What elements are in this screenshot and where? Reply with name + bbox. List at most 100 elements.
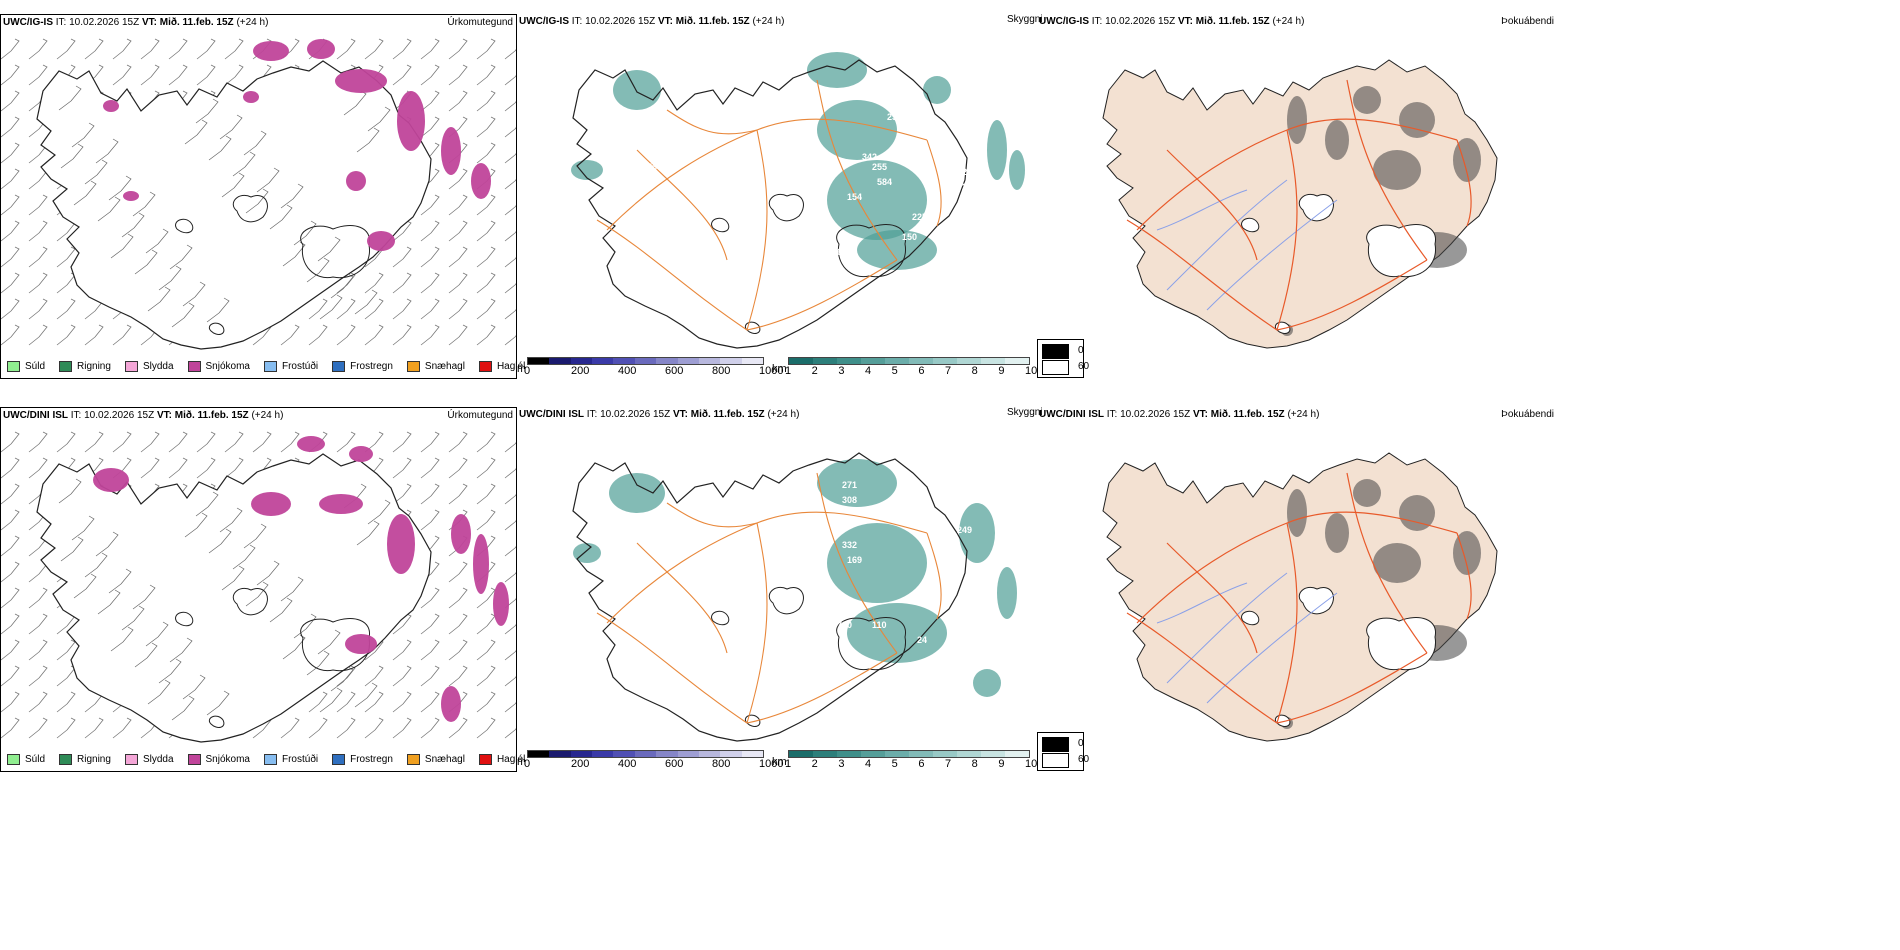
wind-barb	[280, 324, 300, 346]
legend-swatch	[332, 361, 346, 372]
fog-indicator-area	[1325, 513, 1349, 553]
colorbar-tick: 2	[811, 758, 818, 770]
map-layer	[1102, 59, 1498, 349]
river	[1156, 582, 1248, 624]
wind-barb	[60, 143, 84, 169]
lead-time: (+24 h)	[1287, 409, 1320, 420]
wind-barb	[420, 38, 440, 60]
wind-barb	[140, 38, 160, 60]
wind-barb	[168, 431, 188, 453]
wind-barb	[476, 691, 496, 713]
snowfall-area	[335, 69, 387, 93]
precip-type-label: Úrkomutegund	[447, 410, 513, 421]
wind-barb	[1, 535, 20, 557]
legend-swatch	[187, 361, 201, 372]
colorbar-step	[741, 751, 763, 757]
visibility-value-label: 255	[887, 112, 902, 122]
glacier-outline	[1366, 617, 1436, 671]
glacier-outline	[1366, 224, 1436, 278]
wind-barb	[1, 90, 20, 112]
wind-barb	[84, 159, 108, 185]
precip-legend-item: Rigning	[59, 754, 111, 765]
wind-barb	[1, 142, 20, 164]
colorbar-step	[789, 751, 813, 757]
wind-barb	[71, 515, 95, 541]
legend-label: Frostúði	[281, 754, 319, 765]
glacier-outline	[175, 218, 194, 234]
legend-swatch	[124, 754, 138, 765]
wind-barb	[224, 64, 244, 86]
wind-barb	[504, 335, 516, 346]
colorbar-tick: 8	[971, 365, 978, 377]
wind-barb	[364, 691, 384, 713]
wind-barb	[56, 324, 76, 346]
snowfall-area	[387, 514, 415, 574]
colorbar-step	[933, 751, 957, 757]
wind-barb	[364, 38, 384, 60]
wind-barb	[364, 665, 384, 687]
wind-barb	[420, 717, 440, 739]
visibility-value-label: 110	[872, 620, 887, 630]
wind-barb	[476, 38, 496, 60]
wind-barb	[121, 212, 145, 238]
wind-barb	[108, 568, 132, 594]
visibility-colorbar: km 1 2 3 4 5 6 7 8 9 10	[772, 357, 1037, 377]
precip-legend-item: Haglél	[478, 754, 525, 765]
wind-barb	[420, 665, 440, 687]
wind-barb	[504, 153, 516, 164]
wind-barb	[420, 509, 440, 531]
precip-type-panel-row1: UWC/IG-IS IT: 10.02.2026 15Z VT: Mið. 11…	[0, 14, 525, 379]
colorbar-step	[570, 751, 593, 757]
it-label: IT:	[70, 410, 82, 421]
glacier-outline	[745, 321, 761, 334]
glacier-outline	[1298, 587, 1334, 615]
colorbar-step	[909, 751, 933, 757]
colorbar-tick: 200	[571, 365, 590, 377]
wind-barb	[280, 183, 304, 209]
visibility-value-label: 24	[917, 635, 927, 645]
wind-barb	[84, 324, 104, 346]
wind-barb	[219, 114, 243, 140]
wind-barb	[196, 64, 216, 86]
it-value: 10.02.2026 15Z	[84, 410, 155, 421]
road	[1346, 79, 1428, 261]
vt-value: Mið. 11.feb. 15Z	[174, 410, 249, 421]
wind-barb	[28, 64, 48, 86]
wind-barb	[367, 106, 391, 132]
panel-title-row1-fog: UWC/IG-IS IT: 10.02.2026 15Z VT: Mið. 11…	[1039, 16, 1304, 27]
colorbar-tick: 1	[785, 365, 792, 377]
visibility-value-label: 271	[842, 480, 857, 490]
colorbar-tick: 4	[865, 758, 872, 770]
wind-barb	[208, 528, 232, 554]
legend-swatch	[406, 754, 420, 765]
wind-barb	[28, 691, 48, 713]
wind-barb	[252, 431, 272, 453]
low-visibility-area	[613, 70, 661, 110]
road	[816, 472, 898, 654]
wind-barb	[330, 273, 354, 299]
wind-barb	[392, 298, 412, 320]
snowfall-area	[243, 91, 259, 103]
low-visibility-area	[857, 230, 937, 270]
wind-barb	[392, 691, 412, 713]
colorbar-tick: 1000	[759, 758, 784, 770]
fog-indicator-area	[1353, 479, 1381, 507]
wind-barb	[420, 431, 440, 453]
wind-barb	[476, 324, 496, 346]
colorbar-step	[981, 358, 1005, 364]
wind-barb	[171, 302, 195, 328]
wind-barb	[243, 523, 267, 549]
colorbar-step	[698, 358, 721, 364]
precip-type-legend: Súld Rigning Slydda Snjókoma Frostúði Frostre…	[7, 754, 539, 765]
wind-barb	[293, 220, 317, 246]
fog-indicator-area	[1373, 543, 1421, 583]
wind-barb	[448, 665, 468, 687]
fog-legend-max: 0	[1078, 345, 1084, 356]
wind-barb	[168, 38, 188, 60]
river	[1206, 199, 1338, 311]
colorbar-step	[720, 751, 742, 757]
wind-barb	[293, 613, 317, 639]
colorbar-strip	[527, 357, 764, 365]
coastline	[36, 453, 432, 743]
colorbar-tick: 7	[945, 365, 952, 377]
